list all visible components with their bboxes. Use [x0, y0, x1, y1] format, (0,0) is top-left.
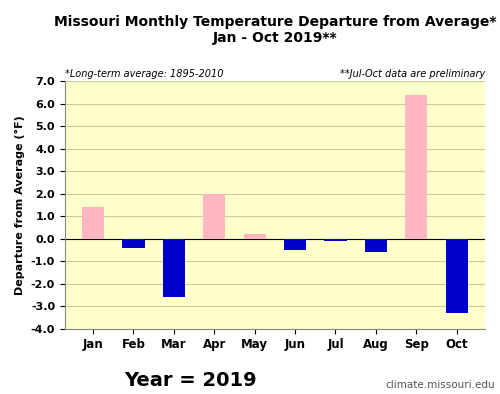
Text: *Long-term average: 1895-2010: *Long-term average: 1895-2010 [64, 69, 223, 79]
Bar [365, 239, 387, 252]
Bar [324, 239, 346, 241]
Bar [203, 193, 226, 239]
Bar [405, 95, 427, 239]
Bar [162, 239, 185, 297]
Text: climate.missouri.edu: climate.missouri.edu [385, 380, 495, 390]
Bar [244, 234, 266, 239]
Text: Year = 2019: Year = 2019 [124, 371, 256, 390]
Bar [82, 207, 104, 239]
Bar [446, 239, 468, 313]
Y-axis label: Departure from Average (°F): Departure from Average (°F) [15, 115, 25, 295]
Bar [122, 239, 144, 248]
Title: Missouri Monthly Temperature Departure from Average*
Jan - Oct 2019**: Missouri Monthly Temperature Departure f… [54, 15, 496, 45]
Bar [284, 239, 306, 250]
Text: **Jul-Oct data are preliminary: **Jul-Oct data are preliminary [340, 69, 485, 79]
